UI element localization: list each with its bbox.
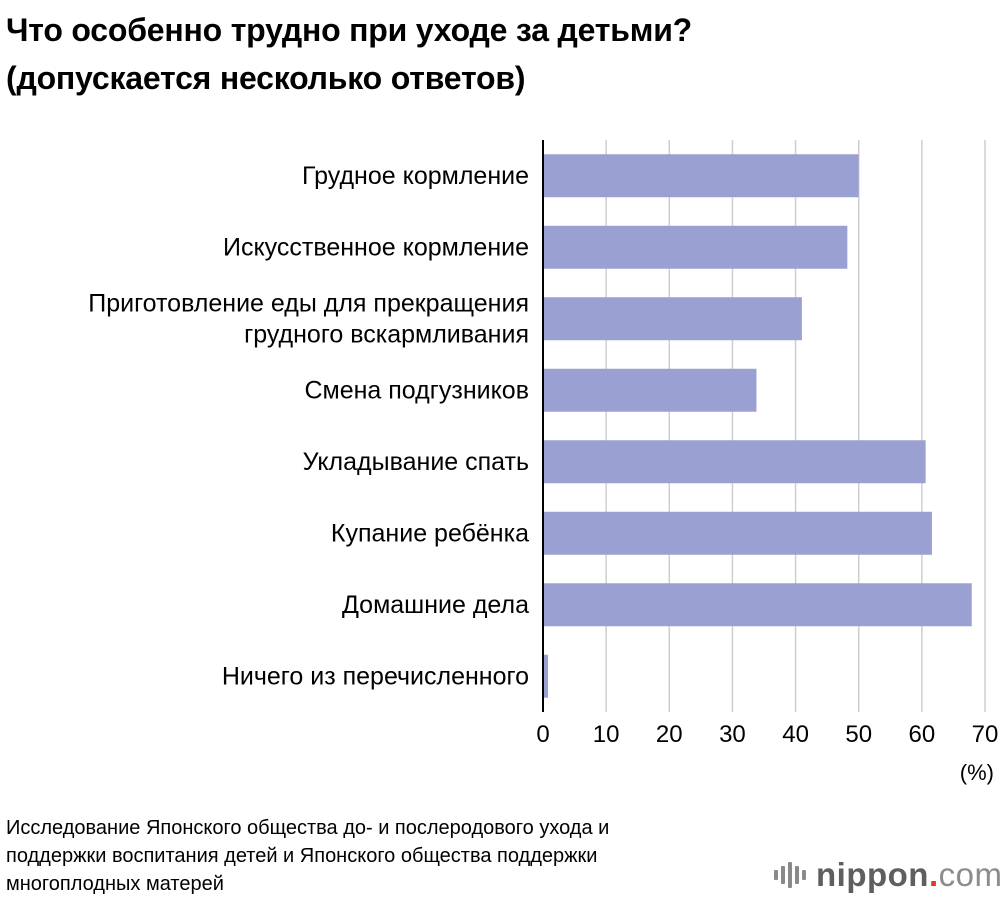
x-tick-label: 10 — [593, 721, 620, 748]
x-tick-label: 70 — [972, 721, 999, 748]
source-line-3: многоплодных матерей — [6, 873, 224, 895]
logo-dot: . — [928, 856, 939, 893]
x-tick-label: 50 — [845, 721, 872, 748]
category-label: Домашние дела — [342, 591, 529, 619]
category-label: Смена подгузников — [304, 376, 529, 404]
category-label-line: Ничего из перечисленного — [222, 662, 529, 690]
source-line-2: поддержки воспитания детей и Японского о… — [6, 845, 598, 867]
nippon-logo: nippon.com — [774, 853, 1000, 897]
category-label-line: грудного вскармливания — [244, 320, 529, 348]
x-tick-labels: 0 10 20 30 40 50 60 70 — [536, 721, 998, 748]
logo-text: nippon.com — [816, 856, 1000, 894]
x-tick-label: 40 — [782, 721, 809, 748]
category-label-line: Грудное кормление — [302, 162, 529, 190]
category-labels: Грудное кормление Искусственное кормление… — [88, 162, 529, 691]
bar — [543, 583, 972, 627]
category-label: Купание ребёнка — [331, 519, 529, 547]
bar — [543, 440, 926, 484]
logo-brand-b: com — [938, 856, 1000, 893]
source-note: Исследование Японского общества до- и по… — [6, 814, 746, 898]
category-label-line: Смена подгузников — [304, 376, 529, 404]
category-label: Укладывание спать — [303, 448, 529, 476]
x-tick-label: 0 — [536, 721, 549, 748]
chart-title-line-1: Что особенно трудно при уходе за детьми? — [6, 12, 693, 48]
bar — [543, 154, 859, 198]
bar — [543, 225, 848, 269]
x-tick-label: 60 — [909, 721, 936, 748]
category-label: Искусственное кормление — [223, 233, 529, 261]
unit-label: (%) — [960, 760, 994, 785]
chart-title-line-2: (допускается несколько ответов) — [6, 60, 526, 96]
category-label-line: Приготовление еды для прекращения — [88, 289, 529, 317]
bars — [543, 154, 972, 698]
x-tick-label: 30 — [719, 721, 746, 748]
bar — [543, 297, 802, 341]
category-label-line: Укладывание спать — [303, 448, 529, 476]
chart-title: Что особенно трудно при уходе за детьми?… — [6, 6, 986, 102]
bar — [543, 654, 549, 698]
category-label-line: Домашние дела — [342, 591, 529, 619]
category-label: Ничего из перечисленного — [222, 662, 529, 690]
category-label-line: Искусственное кормление — [223, 233, 529, 261]
source-line-1: Исследование Японского общества до- и по… — [6, 817, 610, 839]
x-tick-label: 20 — [656, 721, 683, 748]
logo-brand-a: nippon — [816, 856, 929, 893]
category-label: Приготовление еды для прекращения грудног… — [88, 289, 529, 348]
category-label-line: Купание ребёнка — [331, 519, 529, 547]
category-label: Грудное кормление — [302, 162, 529, 190]
logo-bars-icon — [774, 862, 806, 888]
bar — [543, 511, 932, 555]
bar — [543, 368, 757, 412]
